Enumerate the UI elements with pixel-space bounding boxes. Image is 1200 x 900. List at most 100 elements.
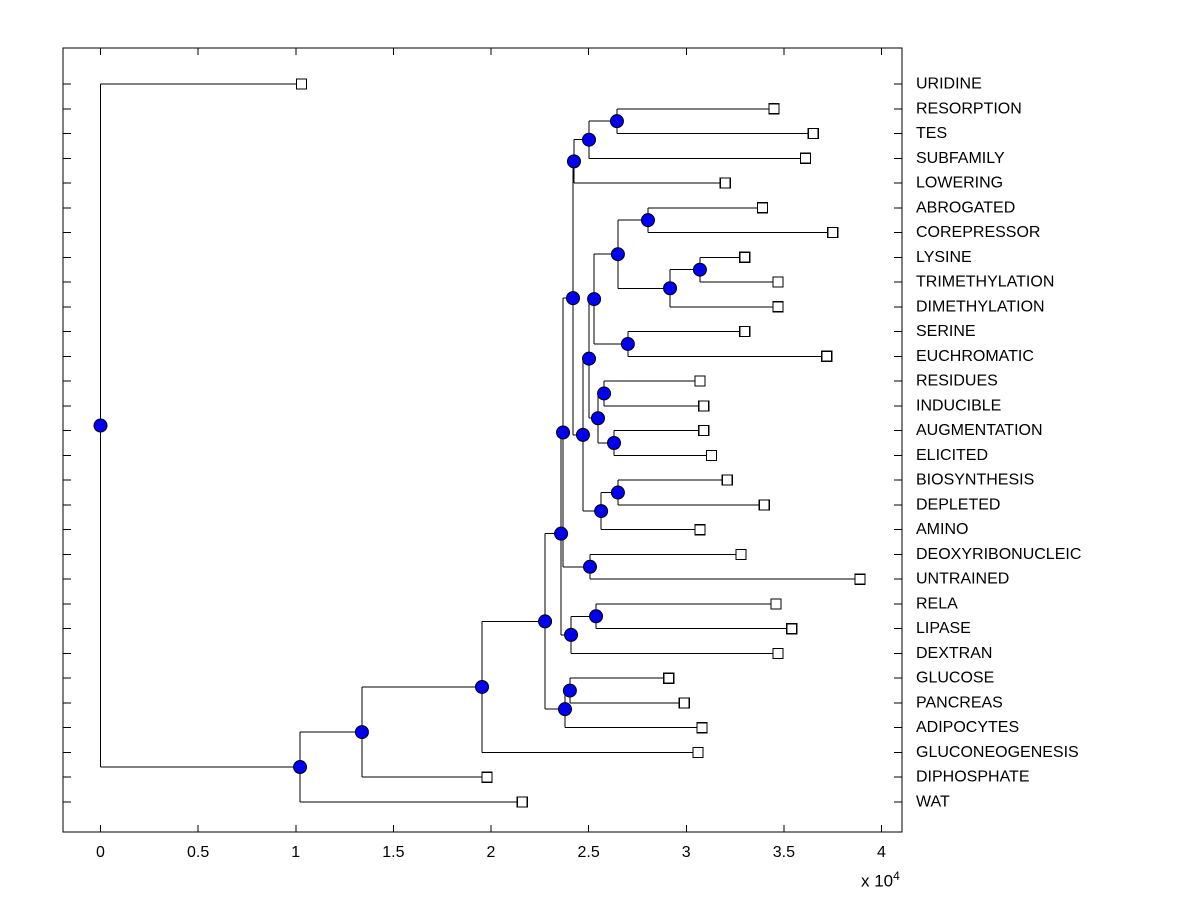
branch-node-dot — [587, 292, 602, 307]
leaf-label: RELA — [916, 595, 958, 612]
x-tick-labels: 0 0.5 1 1.5 2 2.5 3 3.5 4 — [96, 844, 886, 861]
leaf-label: DIPHOSPHATE — [916, 769, 1030, 786]
leaf-marker — [706, 449, 718, 461]
x-tick-label: 2 — [487, 844, 496, 861]
leaf-label: DEPLETED — [916, 496, 1000, 513]
leaf-marker — [296, 78, 308, 90]
x-axis-scale-label: x 104 — [861, 869, 900, 892]
leaf-marker — [739, 325, 751, 338]
leaf-label: LYSINE — [916, 249, 972, 266]
x-tick-label: 0 — [96, 844, 105, 861]
branch-node-dot — [575, 427, 590, 442]
leaf-marker — [692, 746, 704, 759]
leaf-label: WAT — [916, 793, 950, 810]
leaf-marker — [698, 425, 710, 437]
x-axis-scale-exponent: 4 — [893, 869, 900, 883]
leaf-label: ABROGATED — [916, 199, 1015, 216]
leaf-label: GLUCONEOGENESIS — [916, 744, 1079, 761]
leaf-marker — [768, 103, 780, 115]
branch-node-dot — [594, 504, 609, 519]
leaf-label: PANCREAS — [916, 694, 1003, 711]
axis-ticks — [63, 48, 902, 832]
leaf-marker — [516, 796, 528, 808]
leaf-marker — [735, 548, 747, 561]
branch-node-dot — [590, 411, 605, 426]
leaf-marker — [721, 474, 733, 486]
branch-node-dot — [582, 132, 597, 147]
x-tick-label: 2.5 — [578, 844, 600, 861]
leaf-label: BIOSYNTHESIS — [916, 472, 1034, 489]
leaf-marker — [756, 202, 768, 214]
leaf-marker — [807, 127, 819, 140]
leaf-label: RESORPTION — [916, 100, 1022, 117]
leaf-marker — [772, 647, 784, 660]
leaf-label: DEXTRAN — [916, 645, 992, 662]
leaf-marker — [854, 573, 866, 585]
branch-node-dot — [354, 725, 369, 740]
leaf-marker — [799, 152, 811, 164]
branch-node-dot — [640, 213, 655, 228]
leaf-marker — [772, 276, 784, 288]
x-tick-label: 0.5 — [187, 844, 209, 861]
branch-node-dot — [562, 683, 577, 698]
leaf-label: GLUCOSE — [916, 670, 994, 687]
branch-node-dot — [557, 702, 572, 717]
leaf-label: RESIDUES — [916, 373, 998, 390]
x-tick-label: 1 — [291, 844, 300, 861]
branch-node-dot — [607, 435, 622, 450]
leaf-label: ADIPOCYTES — [916, 719, 1019, 736]
leaf-marker — [698, 400, 710, 412]
leaf-label: EUCHROMATIC — [916, 348, 1034, 365]
x-tick-label: 4 — [877, 844, 886, 861]
branch-node-dot — [582, 351, 597, 366]
branch-node-dot — [564, 627, 579, 642]
branch-node-dot — [589, 609, 604, 624]
leaf-label: URIDINE — [916, 76, 982, 93]
leaf-label: DIMETHYLATION — [916, 298, 1045, 315]
branch-node-dot — [609, 114, 624, 129]
leaf-marker — [696, 722, 708, 734]
x-axis-scale-mantissa: x 10 — [861, 871, 894, 891]
internal-node-dots — [93, 114, 707, 775]
leaf-marker — [758, 499, 770, 511]
x-tick-label: 3.5 — [773, 844, 795, 861]
leaf-marker — [770, 598, 782, 610]
leaf-labels: URIDINE RESORPTION TES SUBFAMILY LOWERING ABR… — [916, 76, 1081, 811]
leaf-label: SERINE — [916, 323, 976, 340]
branch-node-dot — [620, 336, 635, 351]
leaf-label: COREPRESSOR — [916, 224, 1040, 241]
leaf-label: UNTRAINED — [916, 571, 1009, 588]
branch-node-dot — [610, 485, 625, 500]
leaf-label: AMINO — [916, 521, 968, 538]
leaf-marker — [719, 177, 731, 189]
leaf-label: LOWERING — [916, 175, 1003, 192]
leaf-marker — [481, 771, 493, 783]
branch-node-dot — [538, 614, 553, 629]
branch-node-dot — [93, 418, 108, 433]
plot-border — [62, 47, 903, 833]
branch-node-dot — [566, 154, 581, 169]
branch-node-dot — [554, 526, 569, 541]
leaf-marker — [694, 375, 706, 387]
branch-node-dot — [610, 247, 625, 262]
leaf-label: TRIMETHYLATION — [916, 274, 1054, 291]
axes-box — [62, 47, 903, 833]
leaf-markers — [296, 78, 866, 808]
x-tick-label: 3 — [682, 844, 691, 861]
leaf-label: TES — [916, 125, 947, 142]
leaf-marker — [678, 697, 690, 709]
branch-node-dot — [663, 281, 678, 296]
branch-node-dot — [475, 679, 490, 694]
tree-branches — [100, 83, 861, 803]
leaf-marker — [772, 301, 784, 313]
leaf-label: LIPASE — [916, 620, 971, 637]
leaf-marker — [821, 350, 833, 362]
leaf-marker — [786, 623, 798, 635]
leaf-label: ELICITED — [916, 447, 988, 464]
leaf-marker — [739, 251, 751, 263]
branch-node-dot — [597, 386, 612, 401]
x-tick-label: 1.5 — [382, 844, 404, 861]
branch-node-dot — [692, 262, 707, 277]
